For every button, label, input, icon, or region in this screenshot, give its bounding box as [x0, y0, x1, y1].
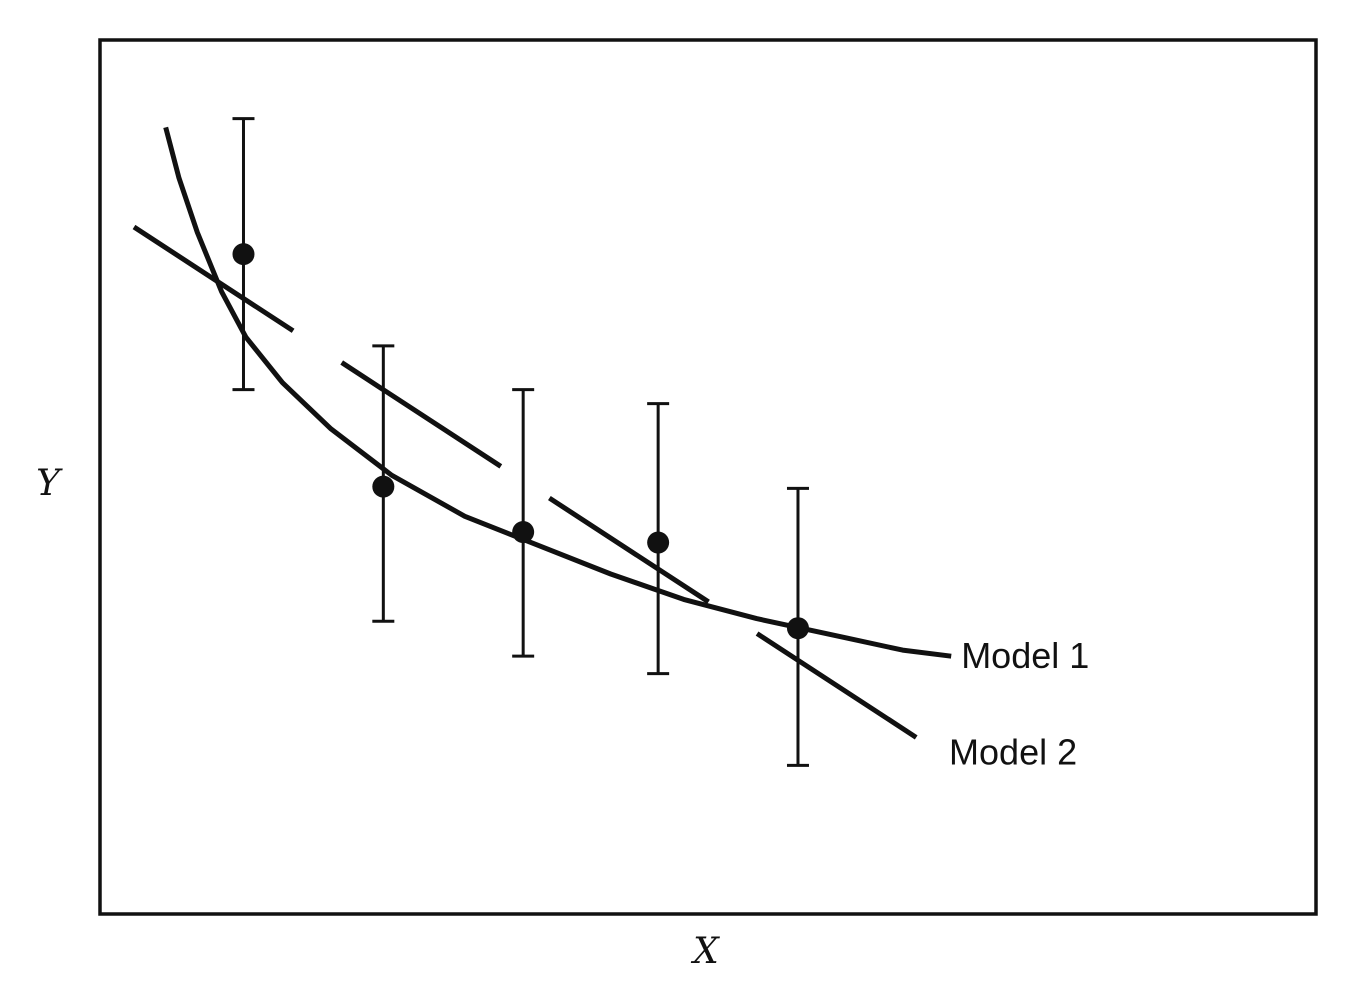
data-point-4	[647, 531, 670, 554]
model-2-line	[132, 224, 941, 755]
model-1-label: Model 1	[961, 635, 1089, 676]
x-axis-title: X	[690, 931, 720, 972]
data-point-5	[786, 617, 809, 640]
model-2-label: Model 2	[949, 731, 1077, 772]
plot-frame	[98, 38, 1318, 916]
y-axis-title: Y	[36, 463, 63, 504]
data-point-3	[512, 521, 535, 544]
data-point-1	[232, 243, 255, 266]
data-point-2	[372, 475, 395, 498]
